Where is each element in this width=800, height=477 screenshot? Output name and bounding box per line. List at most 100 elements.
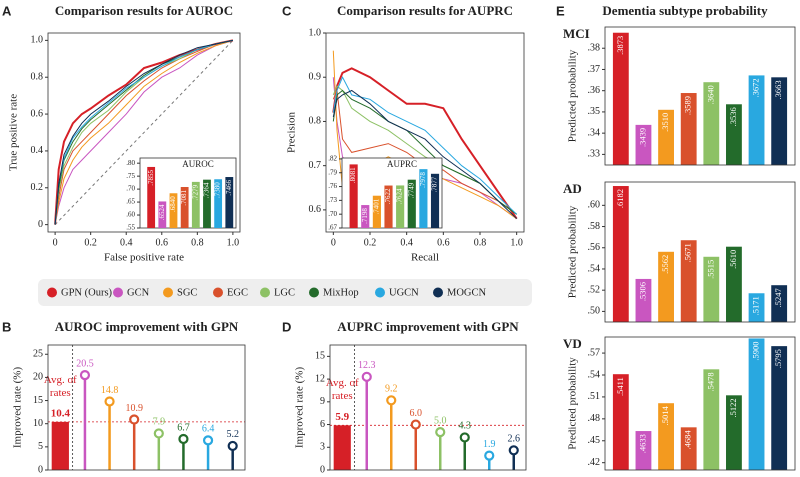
x-tick-label: 1.0 [510, 237, 523, 248]
legend-label: MOGCN [447, 287, 487, 298]
y-tick-label: 3 [320, 442, 325, 453]
chart-title: AUROC improvement with GPN [55, 319, 239, 334]
curve [332, 88, 517, 215]
y-tick-label: 0.4 [31, 145, 44, 156]
bar [680, 240, 697, 322]
subplot-title: AD [563, 181, 582, 196]
y-tick-label: .82 [328, 155, 337, 163]
legend-label: SGC [177, 287, 197, 298]
bar-value-label: .5900 [751, 341, 761, 360]
bar-value-label: .7380 [214, 182, 222, 198]
chart-title: AUPRC improvement with GPN [337, 319, 519, 334]
y-tick-label: 0.6 [309, 204, 322, 215]
y-tick-label: .60 [126, 211, 135, 219]
bar-value-label: .6182 [615, 189, 625, 208]
bar-value-label: .7877 [431, 176, 439, 192]
inset-title: AUROC [182, 159, 214, 169]
y-tick-label: .73 [328, 196, 337, 204]
bar-value-label: .4684 [683, 430, 693, 450]
lollipop-head [79, 369, 91, 381]
bar [680, 93, 697, 165]
diagonal-reference [54, 40, 234, 225]
curve [332, 76, 518, 215]
plot-frame [604, 181, 796, 323]
y-tick-label: .36 [588, 85, 601, 96]
value-label: 6.4 [202, 424, 215, 435]
y-tick-label: .55 [126, 224, 135, 232]
average-bar [51, 421, 69, 470]
y-tick-label: 5 [38, 441, 43, 452]
average-label: Avg. of rates [325, 377, 359, 403]
bar [225, 177, 234, 228]
lollipop-head [361, 371, 372, 382]
x-tick-label: 0.2 [84, 237, 97, 248]
y-axis-label: Improved rate (%) [12, 367, 24, 449]
curve [332, 89, 518, 220]
bar-value-label: .7978 [419, 172, 427, 188]
y-tick-label: 20 [33, 372, 43, 383]
bar [635, 124, 652, 165]
bar-value-label: .5610 [728, 250, 738, 269]
bar [384, 185, 393, 228]
y-tick-label: 0.8 [309, 116, 322, 127]
bar [191, 181, 200, 228]
y-tick-label: .57 [588, 347, 601, 358]
legend-marker [433, 287, 443, 298]
bar [372, 195, 381, 228]
legend-label: LGC [274, 287, 295, 298]
value-label: 2.6 [508, 434, 521, 445]
legend-label: GCN [127, 287, 150, 298]
bar-value-label: .7279 [191, 184, 199, 200]
y-tick-label: .80 [126, 159, 135, 167]
bar [748, 75, 765, 165]
bar [658, 251, 674, 322]
bar-value-label: .4633 [637, 434, 647, 453]
curve [54, 39, 234, 225]
bar-value-label: .5171 [751, 296, 761, 315]
y-tick-label: 6 [320, 419, 325, 430]
value-label: 1.9 [483, 439, 496, 450]
y-tick-label: .75 [126, 172, 135, 180]
lollipop-head [508, 445, 519, 456]
plot-frame [604, 26, 796, 166]
x-tick-label: 0.8 [474, 237, 487, 248]
bar [214, 179, 223, 228]
bar [658, 109, 674, 165]
y-tick-label: 10 [33, 418, 43, 429]
bar-value-label: .3672 [751, 78, 761, 97]
subplot-title: VD [563, 336, 582, 351]
bar-value-label: .5014 [660, 405, 670, 425]
y-tick-label: .33 [588, 149, 601, 160]
y-axis-label: Predicted probability [567, 357, 579, 450]
y-tick-label: 12 [315, 373, 325, 384]
y-tick-label: .70 [126, 185, 135, 193]
bar-value-label: .6840 [169, 196, 177, 212]
y-tick-label: .48 [588, 413, 601, 424]
lollipop-head [202, 435, 214, 446]
bar-value-label: .7622 [384, 188, 392, 204]
legend-marker [47, 287, 57, 298]
y-tick-label: .54 [588, 369, 601, 380]
bar-value-label: .7855 [147, 169, 155, 185]
legend-label: MixHop [323, 287, 359, 298]
value-label: 6.7 [177, 422, 190, 433]
y-tick-label: .52 [588, 284, 601, 295]
y-tick-label: .65 [126, 198, 135, 206]
y-tick-label: .45 [588, 435, 601, 446]
panel-letter: C [282, 3, 292, 18]
y-tick-label: 25 [33, 349, 43, 360]
y-tick-label: .35 [588, 106, 601, 117]
bar-value-label: .5247 [773, 288, 783, 307]
bar [703, 369, 720, 470]
y-tick-label: .60 [588, 200, 601, 211]
bar-value-label: .5478 [705, 372, 715, 391]
plot-frame [47, 32, 241, 233]
lollipop-head [484, 450, 495, 461]
x-tick-label: 0 [331, 237, 336, 248]
y-tick-label: .54 [588, 263, 601, 274]
legend-marker [309, 287, 319, 298]
bar-value-label: .7749 [407, 182, 415, 198]
bar-value-label: .7401 [372, 198, 380, 214]
y-tick-label: .56 [588, 242, 601, 253]
